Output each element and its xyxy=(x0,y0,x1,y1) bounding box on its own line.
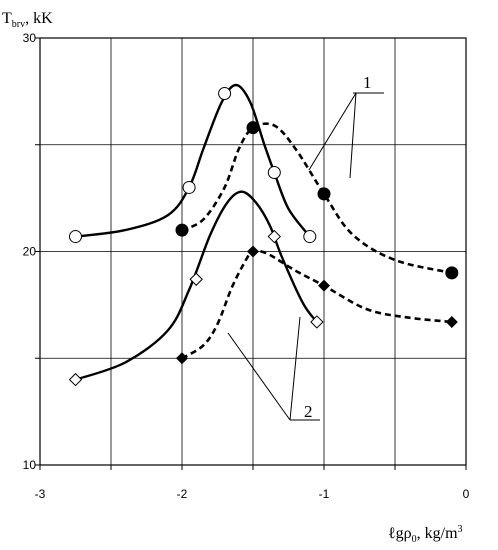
marker-diamond-open xyxy=(68,372,83,387)
x-tick-label: -3 xyxy=(35,487,46,501)
callouts: 12 xyxy=(227,73,384,421)
marker-circle-open xyxy=(218,87,232,101)
callout-2-label: 2 xyxy=(304,402,313,421)
marker-circle-filled xyxy=(175,223,189,237)
marker-diamond-open xyxy=(267,229,282,244)
y-tick-label: 30 xyxy=(23,31,37,45)
x-axis-title: ℓgρ0, kg/m3 xyxy=(388,524,463,545)
series-line-diamond-filled xyxy=(181,249,452,360)
marker-diamond-filled xyxy=(247,245,259,258)
marker-diamond-filled xyxy=(176,352,188,365)
x-tick-label: -1 xyxy=(319,487,330,501)
marker-diamond-filled xyxy=(445,315,458,328)
y-axis-title: Tbrv, kK xyxy=(2,10,53,30)
marker-circle-open xyxy=(182,180,196,194)
axis-labels: Tbrv, kK ℓgρ0, kg/m3 xyxy=(2,10,463,545)
marker-diamond-filled xyxy=(318,279,330,292)
axes: -3 -2 -1 0 10 20 30 xyxy=(23,31,470,501)
callout-1-leader xyxy=(308,92,357,171)
series-line-diamond-open xyxy=(75,190,318,381)
callout-2-leader xyxy=(227,332,291,421)
marker-diamond-open xyxy=(310,315,324,329)
callout-1-leader xyxy=(349,92,357,179)
callout-2-leader xyxy=(289,316,301,421)
marker-diamond-open xyxy=(189,272,203,286)
series xyxy=(68,83,459,387)
callout-1-label: 1 xyxy=(363,73,372,92)
x-tick-label: -2 xyxy=(177,487,188,501)
y-tick-label: 20 xyxy=(23,245,37,259)
marker-circle-filled xyxy=(317,187,331,201)
series-line-circle-filled xyxy=(181,122,453,275)
marker-circle-filled xyxy=(246,121,260,135)
marker-circle-open xyxy=(303,230,317,244)
marker-circle-filled xyxy=(445,266,459,280)
y-tick-label: 10 xyxy=(23,458,37,472)
marker-circle-open xyxy=(69,230,82,244)
x-tick-label: 0 xyxy=(463,487,470,501)
marker-circle-open xyxy=(267,166,281,180)
